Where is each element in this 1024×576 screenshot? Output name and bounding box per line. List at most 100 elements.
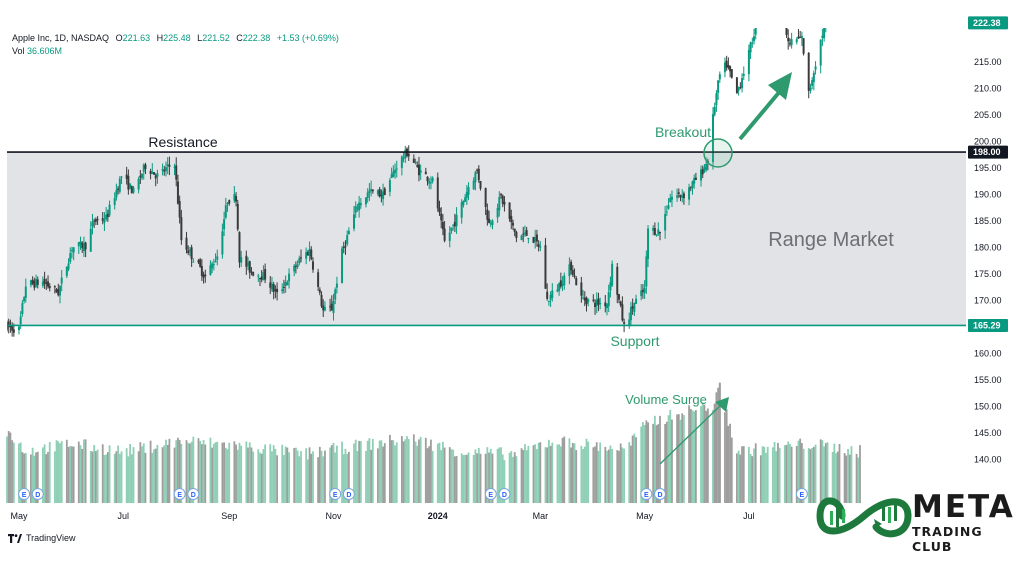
candle-body (388, 180, 391, 192)
volume-bar (402, 441, 405, 503)
volume-bar (667, 415, 670, 503)
candle-body (595, 300, 598, 306)
candle-body (390, 174, 393, 179)
candle-body (682, 193, 685, 199)
candle-body (24, 286, 27, 298)
time-tick-label: May (636, 511, 654, 521)
time-tick-label: Jul (117, 511, 129, 521)
volume-bar (59, 443, 61, 503)
volume-bar (546, 447, 549, 503)
candle-body (513, 228, 516, 232)
candle-body (216, 256, 219, 260)
candle-body (795, 39, 798, 43)
candle-body (281, 289, 284, 291)
volume-bar (725, 409, 728, 503)
volume-bar (568, 438, 571, 503)
volume-bar (539, 442, 542, 503)
volume-bar (727, 425, 730, 503)
candle-body (137, 178, 140, 190)
candle-body (178, 200, 181, 218)
volume-bar (453, 456, 456, 503)
volume-bar (836, 451, 839, 503)
volume-bar (819, 439, 822, 503)
candle-body (308, 248, 311, 257)
volume-bar (833, 443, 836, 503)
candle-body (453, 221, 456, 227)
candle-body (785, 28, 788, 35)
volume-bar (153, 449, 155, 503)
volume-bar (394, 445, 396, 503)
volume-bar (366, 440, 369, 503)
volume-bar (619, 443, 622, 503)
volume-bar (775, 451, 778, 503)
candle-body (72, 247, 75, 253)
volume-bar (467, 452, 470, 503)
volume-bar (330, 445, 333, 503)
volume-bar (426, 448, 429, 503)
volume-bar (857, 457, 860, 503)
volume-bar (209, 437, 212, 503)
volume-bar (659, 415, 661, 503)
volume-bar (252, 451, 255, 503)
volume-bar (294, 447, 297, 503)
price-tick-label: 195.00 (974, 163, 1002, 173)
candle-body (142, 164, 145, 172)
volume-bar (276, 455, 278, 503)
volume-bar (245, 441, 248, 503)
price-tick-label: 155.00 (974, 375, 1002, 385)
volume-bar (45, 454, 48, 503)
candle-body (670, 196, 673, 200)
volume-arrow-head-icon (715, 397, 729, 412)
candle-body (212, 264, 215, 266)
volume-bar (611, 448, 614, 503)
candle-body (293, 265, 296, 272)
volume-bar (378, 440, 381, 503)
candle-body (426, 176, 429, 182)
earnings-marker-label: E (177, 492, 182, 499)
volume-bar (679, 419, 682, 503)
volume-bar (556, 444, 559, 503)
candle-body (606, 304, 609, 309)
volume-bar (465, 454, 468, 503)
volume-bar (742, 446, 745, 503)
tradingview-label: TradingView (26, 533, 76, 543)
candle-body (82, 242, 85, 252)
candle-body (501, 195, 504, 204)
candle-body (329, 306, 332, 308)
candle-body (240, 257, 243, 263)
volume-bar (736, 453, 738, 503)
volume-bar (356, 450, 359, 503)
volume-bar (91, 451, 94, 503)
volume-bar (730, 437, 733, 503)
volume-bar (607, 449, 610, 503)
candle-body (223, 219, 226, 230)
volume-bar (283, 455, 285, 503)
volume-bar (166, 444, 169, 503)
candle-body (631, 306, 634, 309)
candle-body (264, 268, 267, 280)
volume-bar (19, 442, 22, 503)
candle-body (284, 282, 287, 286)
candle-body (382, 191, 385, 200)
candle-body (354, 206, 357, 213)
volume-bar (443, 447, 446, 503)
volume-bar (154, 448, 157, 503)
volume-bar (821, 440, 824, 503)
volume-bar (21, 452, 24, 503)
candle-body (819, 39, 822, 66)
volume-bar (262, 449, 265, 503)
tradingview-branding[interactable]: TradingView (8, 533, 76, 543)
volume-bar (777, 442, 779, 503)
candle-body (394, 169, 397, 173)
candle-body (69, 253, 72, 262)
candle-body (703, 167, 706, 172)
candle-body (488, 218, 491, 223)
volume-bar (414, 441, 417, 503)
candle-body (330, 303, 333, 311)
ohlc-low-label: L (197, 33, 203, 43)
volume-bar (43, 444, 46, 503)
candle-body (832, 10, 834, 11)
volume-bar (489, 448, 492, 503)
candle-body (286, 281, 289, 286)
